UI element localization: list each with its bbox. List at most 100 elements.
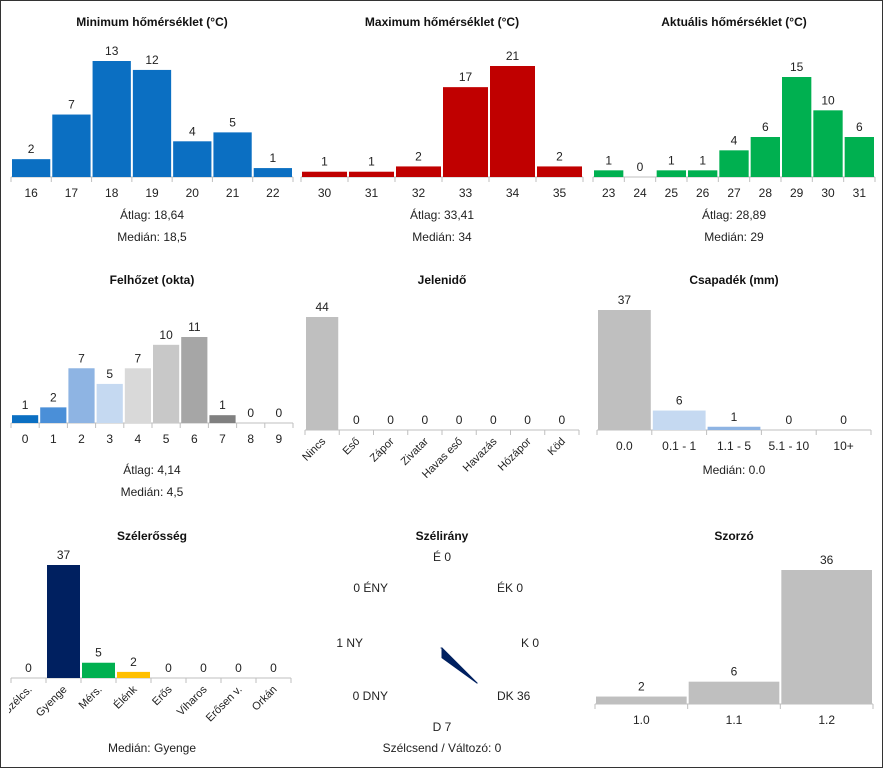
panel-max-temp: Maximum hőmérséklet (°C) 1 30 1 31 2 32 17 33 21… — [299, 11, 585, 251]
tick-label: 7 — [219, 432, 226, 446]
data-label: 0 — [456, 413, 463, 427]
chart-title: Jelenidő — [417, 273, 467, 287]
chart-max-temp: 1 30 1 31 2 32 17 33 21 34 2 35 — [300, 49, 584, 200]
tick-label: 20 — [186, 186, 200, 200]
data-label: 10 — [159, 328, 173, 342]
stat-label: Medián: — [702, 463, 746, 477]
tick-label: 1.0 — [633, 713, 650, 727]
chart-title: Aktuális hőmérséklet (°C) — [661, 15, 807, 29]
tick-label: Gyenge — [34, 684, 70, 720]
tick-label: 33 — [459, 186, 473, 200]
stat-value: 29 — [750, 230, 764, 244]
bar — [813, 110, 843, 177]
panel-wind-direction: Szélirány É 0 ÉK 0 K 0 DK 36 D 7 0 DNY 1 NY 0 É… — [299, 525, 585, 765]
data-label: 1 — [699, 153, 706, 167]
bar — [68, 368, 95, 423]
chart-actual-temp: 1 23 0 24 1 25 1 26 4 27 6 28 15 29 10 30 6 31 — [592, 60, 876, 200]
stat-value: 4,5 — [166, 485, 184, 499]
data-label: 6 — [731, 665, 738, 679]
tick-label: 1.1 - 5 — [717, 439, 751, 453]
data-label: 0 — [387, 413, 394, 427]
data-label: 0 — [559, 413, 566, 427]
tick-label: 9 — [276, 432, 283, 446]
bar — [349, 171, 394, 177]
bar — [96, 383, 123, 423]
data-label: 36 — [820, 553, 834, 567]
stat-label: Medián: — [120, 485, 164, 499]
tick-label: 25 — [665, 186, 679, 200]
stat-label: Medián: — [704, 230, 747, 244]
bar — [396, 166, 441, 177]
data-label: 4 — [189, 124, 196, 138]
data-label: 11 — [188, 320, 201, 334]
tick-label: 17 — [65, 186, 79, 200]
data-label: 5 — [95, 646, 102, 660]
data-label: 0 — [490, 413, 497, 427]
tick-label: 22 — [266, 186, 280, 200]
chart-wind-direction: É 0 ÉK 0 K 0 DK 36 D 7 0 DNY 1 NY 0 ÉNY — [336, 549, 539, 734]
bar — [781, 570, 872, 704]
bar — [253, 168, 292, 177]
data-label: 13 — [105, 44, 119, 58]
panel-multiplier: Szorzó 2 1.0 6 1.1 36 1.2 — [591, 525, 877, 765]
panel-actual-temp: Aktuális hőmérséklet (°C) 1 23 0 24 1 25 1 26 4 2… — [591, 11, 877, 251]
tick-label: 0 — [22, 432, 29, 446]
stat-value: 18,64 — [154, 208, 185, 222]
stat-label: Medián: — [117, 230, 160, 244]
bar — [124, 368, 151, 423]
panel-precip: Csapadék (mm) 37 0.0 6 0.1 - 1 1 1.1 - 5 0 5.1 … — [591, 269, 877, 509]
data-label: 0 — [200, 661, 207, 675]
stat-avg: Átlag: 28,89 — [591, 208, 877, 222]
tick-label: Erősen v. — [204, 684, 245, 725]
data-label: 0 — [25, 661, 32, 675]
tick-label: 21 — [226, 186, 240, 200]
bar — [656, 170, 686, 177]
direction-label: DK 36 — [497, 689, 531, 703]
direction-label: 1 NY — [336, 636, 363, 650]
data-label: 2 — [130, 655, 137, 669]
panel-wind-strength: Szélerősség 0 Szélcs. 37 Gyenge 5 Mérs. 2 Élénk… — [9, 525, 295, 765]
tick-label: Élénk — [111, 683, 140, 712]
bar — [213, 132, 252, 177]
bar — [306, 317, 339, 430]
data-label: 0 — [165, 661, 172, 675]
bar — [782, 77, 812, 177]
bar — [92, 61, 131, 177]
tick-label: 34 — [506, 186, 520, 200]
data-label: 5 — [229, 115, 236, 129]
stat-label: Átlag: — [123, 463, 154, 477]
stat-label: Átlag: — [701, 208, 733, 222]
tick-label: 30 — [821, 186, 835, 200]
bar — [173, 141, 212, 177]
stat-median: Medián: Gyenge — [9, 741, 295, 755]
chart-title: Csapadék (mm) — [689, 273, 779, 287]
data-label: 0 — [840, 413, 847, 427]
tick-label: Nincs — [300, 435, 328, 463]
stat-median: Medián: 4,5 — [9, 485, 295, 499]
chart-multiplier: 2 1.0 6 1.1 36 1.2 — [594, 553, 874, 727]
tick-label: 19 — [145, 186, 159, 200]
direction-label: 0 DNY — [353, 689, 388, 703]
stat-avg: Átlag: 4,14 — [9, 463, 295, 477]
tick-label: Erős — [150, 683, 175, 708]
tick-label: 4 — [135, 432, 142, 446]
tick-label: 23 — [602, 186, 616, 200]
tick-label: Zivatar — [399, 435, 431, 467]
stat-avg: Átlag: 18,64 — [9, 208, 295, 222]
chart-wind-strength: 0Szélcs.37Gyenge5Mérs.2Élénk0Erős0Viharo… — [9, 548, 292, 725]
bar — [688, 170, 718, 177]
data-label: 0 — [422, 413, 429, 427]
data-label: 37 — [618, 293, 632, 307]
direction-label: D 7 — [433, 720, 452, 734]
panel-weather: Jelenidő 44 Nincs 0 Eső 0 Zápor 0 Zivatar 0 Havas… — [299, 269, 585, 509]
data-label: 1 — [219, 398, 226, 412]
bar — [117, 671, 150, 678]
tick-label: 16 — [24, 186, 38, 200]
bar — [40, 407, 67, 423]
bar — [598, 310, 651, 430]
bar — [12, 159, 51, 177]
wind-calm-footer: Szélcsend / Változó: 0 — [382, 741, 502, 755]
data-label: 15 — [790, 60, 804, 74]
